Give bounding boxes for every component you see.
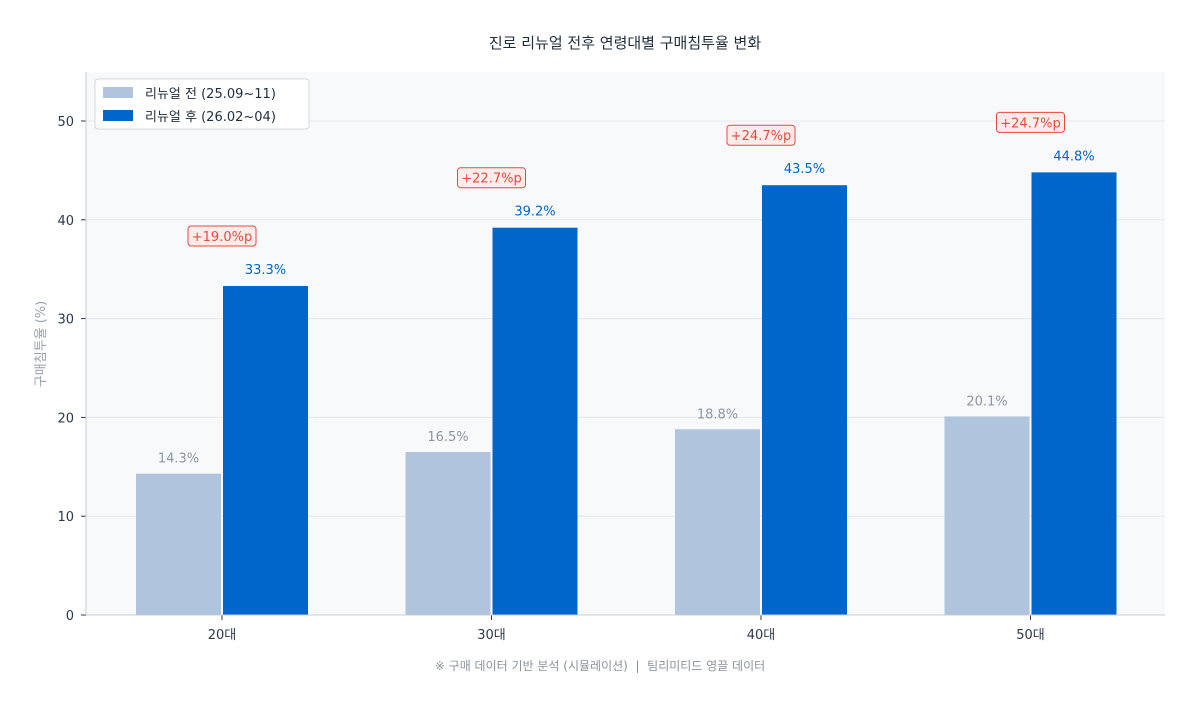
delta-annotation: +24.7%p	[1000, 116, 1060, 131]
y-tick-label: 50	[57, 115, 74, 130]
bars: 14.3% 33.3% +19.0%p 16.5% 39.2% +22.7%p 18.8% 4…	[136, 111, 1117, 616]
legend-label-after: 리뉴얼 후 (26.02~04)	[145, 110, 276, 125]
legend: 리뉴얼 전 (25.09~11) 리뉴얼 후 (26.02~04)	[94, 78, 310, 130]
data-label-after: 39.2%	[514, 205, 555, 220]
delta-annotation-box	[187, 225, 257, 247]
delta-annotation-box	[726, 124, 796, 146]
y-axis-label: 구매침투율 (%)	[34, 301, 49, 387]
data-label-after: 44.8%	[1053, 149, 1094, 164]
y-axis-ticks: 0 10 20 30 40 50	[57, 115, 86, 624]
bar-before	[944, 416, 1030, 615]
bar-before	[405, 451, 491, 615]
delta-annotation: +24.7%p	[731, 129, 791, 144]
y-tick-label: 40	[57, 214, 74, 229]
data-label-after: 33.3%	[245, 263, 286, 278]
x-axis-ticks: 20대 30대 40대 50대	[208, 615, 1045, 643]
legend-swatch-after	[103, 110, 133, 121]
data-label-before: 18.8%	[697, 407, 738, 422]
delta-annotation: +19.0%p	[192, 230, 252, 245]
legend-box	[94, 78, 310, 130]
bar-after	[223, 285, 308, 615]
data-label-before: 20.1%	[966, 394, 1007, 409]
bar-before	[675, 429, 760, 615]
y-tick-label: 0	[66, 609, 74, 624]
y-tick-label: 10	[57, 510, 74, 525]
legend-label-before: 리뉴얼 전 (25.09~11)	[145, 87, 276, 102]
delta-annotation: +22.7%p	[461, 172, 521, 187]
delta-annotation-box	[996, 111, 1065, 133]
bar-after	[492, 227, 578, 616]
data-label-after: 43.5%	[784, 162, 825, 177]
x-tick-label: 50대	[1016, 628, 1045, 643]
legend-swatch-before	[103, 87, 133, 98]
delta-annotation-box	[457, 167, 526, 189]
x-tick-label: 40대	[747, 628, 776, 643]
y-tick-label: 20	[57, 411, 74, 426]
data-label-before: 16.5%	[427, 430, 468, 445]
bar-before	[136, 473, 221, 615]
bar-after	[1031, 172, 1117, 615]
x-tick-label: 20대	[208, 628, 237, 643]
chart-title: 진로 리뉴얼 전후 연령대별 구매침투율 변화	[489, 34, 761, 52]
y-tick-label: 30	[57, 313, 74, 328]
bar-after	[762, 185, 847, 615]
footnote: ※ 구매 데이터 기반 분석 (시뮬레이션) | 팀리미티드 영끌 데이터	[435, 659, 765, 673]
data-label-before: 14.3%	[158, 452, 199, 467]
x-tick-label: 30대	[477, 628, 506, 643]
